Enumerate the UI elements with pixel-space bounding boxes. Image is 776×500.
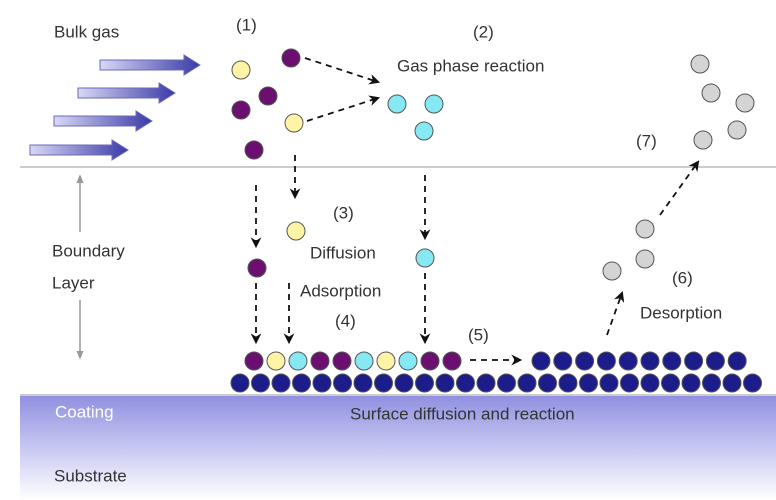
molecule (259, 87, 277, 105)
molecule (252, 374, 270, 392)
molecule (682, 374, 700, 392)
molecule (421, 352, 439, 370)
molecule (603, 262, 621, 280)
molecule (663, 352, 681, 370)
molecule (539, 374, 557, 392)
molecule (293, 374, 311, 392)
molecule (395, 374, 413, 392)
boundary-layer-label: Boundary (52, 241, 125, 260)
molecule (532, 352, 550, 370)
molecule (662, 374, 680, 392)
molecule (232, 61, 250, 79)
molecule (576, 352, 594, 370)
molecule (694, 131, 712, 149)
molecule (272, 374, 290, 392)
molecule (232, 101, 250, 119)
molecule (425, 95, 443, 113)
step-label: Desorption (640, 303, 722, 322)
molecules (231, 49, 762, 392)
flow-arrow (100, 55, 200, 75)
surface-label: Surface diffusion and reaction (350, 404, 575, 423)
molecule (282, 49, 300, 67)
molecule (621, 374, 639, 392)
molecule (744, 374, 762, 392)
molecule (457, 374, 475, 392)
molecule (313, 374, 331, 392)
molecule (580, 374, 598, 392)
molecule (518, 374, 536, 392)
molecule (636, 250, 654, 268)
molecule (636, 220, 654, 238)
molecule (375, 374, 393, 392)
molecule (333, 352, 351, 370)
bulk-gas-label: Bulk gas (54, 22, 119, 41)
molecule (723, 374, 741, 392)
coating-label: Coating (55, 402, 114, 421)
molecule (388, 95, 406, 113)
molecule (600, 374, 618, 392)
molecule (702, 84, 720, 102)
molecule (559, 374, 577, 392)
molecule (355, 352, 373, 370)
molecule (289, 352, 307, 370)
molecule (706, 352, 724, 370)
molecule (641, 352, 659, 370)
molecule (248, 259, 266, 277)
molecule (736, 94, 754, 112)
molecule (334, 374, 352, 392)
molecule (354, 374, 372, 392)
diagram: Bulk gas (1) (2) Gas phase reaction (3) … (0, 0, 776, 500)
step-number: (5) (468, 325, 489, 344)
step-number: (1) (236, 15, 257, 34)
molecule (619, 352, 637, 370)
molecule (436, 374, 454, 392)
flow-arrow (30, 140, 128, 160)
step-number: (6) (672, 268, 693, 287)
step-label: Gas phase reaction (397, 56, 544, 75)
step-label: Adsorption (300, 281, 381, 300)
molecule (416, 249, 434, 267)
substrate-label: Substrate (54, 466, 127, 485)
molecule (728, 121, 746, 139)
molecule (416, 374, 434, 392)
molecule (703, 374, 721, 392)
molecule (311, 352, 329, 370)
step-number: (3) (333, 203, 354, 222)
boundary-layer-label: Layer (52, 273, 95, 292)
molecule (245, 352, 263, 370)
step-number: (4) (335, 311, 356, 330)
molecule (285, 114, 303, 132)
molecule (685, 352, 703, 370)
molecule (267, 352, 285, 370)
molecule (287, 222, 305, 240)
molecule (415, 122, 433, 140)
step-number: (7) (636, 131, 657, 150)
molecule (245, 141, 263, 159)
molecule (691, 55, 709, 73)
molecule (554, 352, 572, 370)
molecule (728, 352, 746, 370)
flow-arrow (78, 83, 175, 103)
dashed-arrows (256, 58, 698, 360)
molecule (641, 374, 659, 392)
molecule (477, 374, 495, 392)
step-number: (2) (473, 22, 494, 41)
step-label: Diffusion (310, 243, 376, 262)
molecule (231, 374, 249, 392)
molecule (498, 374, 516, 392)
molecule (597, 352, 615, 370)
molecule (399, 352, 417, 370)
molecule (377, 352, 395, 370)
gas-flow-arrows (30, 55, 200, 160)
flow-arrow (54, 111, 152, 131)
molecule (443, 352, 461, 370)
